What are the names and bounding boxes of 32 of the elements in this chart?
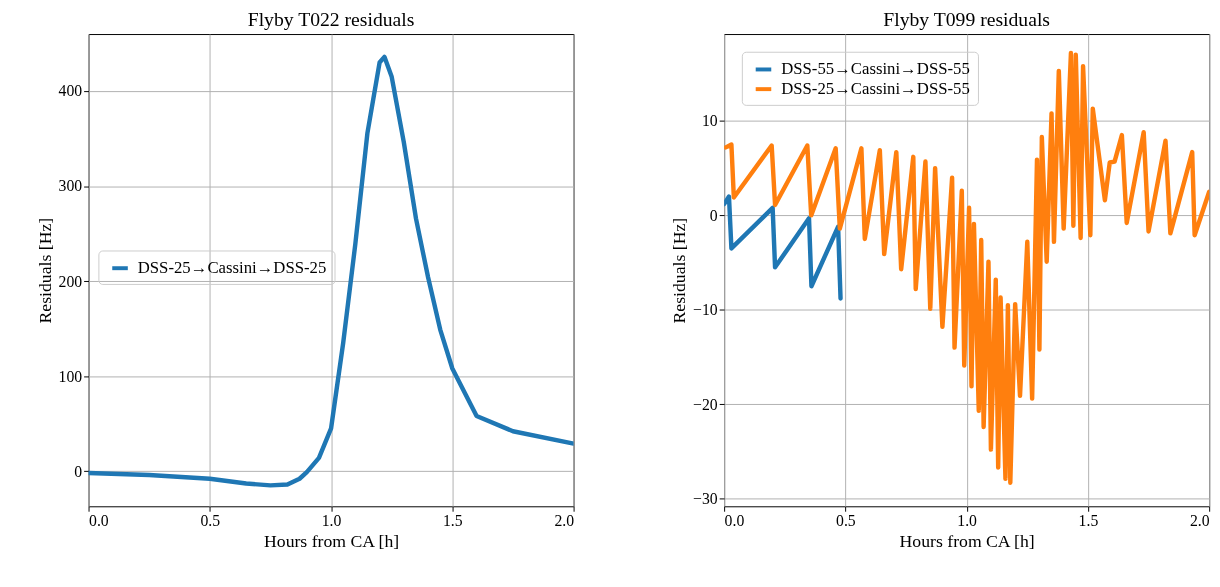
legend-label: DSS-25→Cassini→DSS-55 xyxy=(781,79,970,99)
y-tick-label: 100 xyxy=(58,367,83,385)
y-tick-label: −10 xyxy=(693,301,718,319)
x-tick-label: 0.0 xyxy=(89,512,109,530)
y-axis-title: Residuals [Hz] xyxy=(669,217,690,324)
y-axis-title: Residuals [Hz] xyxy=(34,217,55,324)
y-tick-label: 200 xyxy=(58,272,83,290)
legend-label: DSS-55→Cassini→DSS-55 xyxy=(781,59,970,79)
line-series xyxy=(88,54,574,488)
y-tick-label: 400 xyxy=(58,82,83,100)
y-tick-label: 0 xyxy=(74,462,83,480)
line-series xyxy=(724,50,1210,485)
chart-title: Flyby T099 residuals xyxy=(883,8,1051,31)
x-tick-label: 1.0 xyxy=(957,512,978,530)
line-series xyxy=(724,194,843,301)
chart-title: Flyby T022 residuals xyxy=(247,8,415,31)
y-tick-label: −20 xyxy=(693,395,718,413)
x-axis-title: Hours from CA [h] xyxy=(899,531,1035,552)
x-tick-label: 0.5 xyxy=(200,512,221,530)
x-tick-label: 1.5 xyxy=(1078,512,1099,530)
x-tick-label: 2.0 xyxy=(554,512,575,530)
y-tick-label: 300 xyxy=(58,177,83,195)
legend-label: DSS-25→Cassini→DSS-25 xyxy=(137,258,327,278)
x-tick-label: 1.5 xyxy=(442,512,463,530)
x-tick-label: 2.0 xyxy=(1190,512,1210,530)
y-tick-label: 10 xyxy=(702,112,718,130)
x-tick-label: 0.0 xyxy=(724,512,745,530)
y-tick-label: −30 xyxy=(693,490,718,508)
y-tick-label: 0 xyxy=(709,206,718,224)
x-axis-title: Hours from CA [h] xyxy=(264,531,400,552)
x-tick-label: 0.5 xyxy=(836,512,856,530)
x-tick-label: 1.0 xyxy=(321,512,342,530)
